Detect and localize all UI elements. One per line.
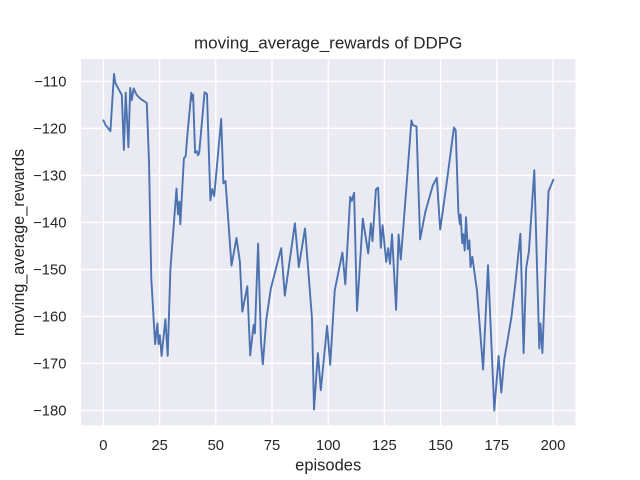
svg-text:episodes: episodes [295,456,361,474]
svg-text:−130: −130 [33,168,66,184]
svg-text:125: 125 [372,438,397,454]
svg-text:0: 0 [99,438,107,454]
svg-text:−150: −150 [33,262,66,278]
svg-text:75: 75 [264,438,280,454]
svg-text:175: 175 [484,438,509,454]
svg-text:150: 150 [428,438,453,454]
svg-text:−180: −180 [33,403,66,419]
svg-text:100: 100 [316,438,341,454]
svg-text:−170: −170 [33,356,66,372]
svg-text:moving_average_rewards: moving_average_rewards [10,149,28,336]
svg-text:50: 50 [208,438,224,454]
svg-text:25: 25 [151,438,167,454]
svg-text:200: 200 [541,438,566,454]
svg-text:−160: −160 [33,309,66,325]
svg-text:−110: −110 [34,74,66,90]
svg-text:−140: −140 [33,215,66,231]
svg-text:−120: −120 [33,121,66,137]
svg-text:moving_average_rewards of DDPG: moving_average_rewards of DDPG [194,33,462,52]
